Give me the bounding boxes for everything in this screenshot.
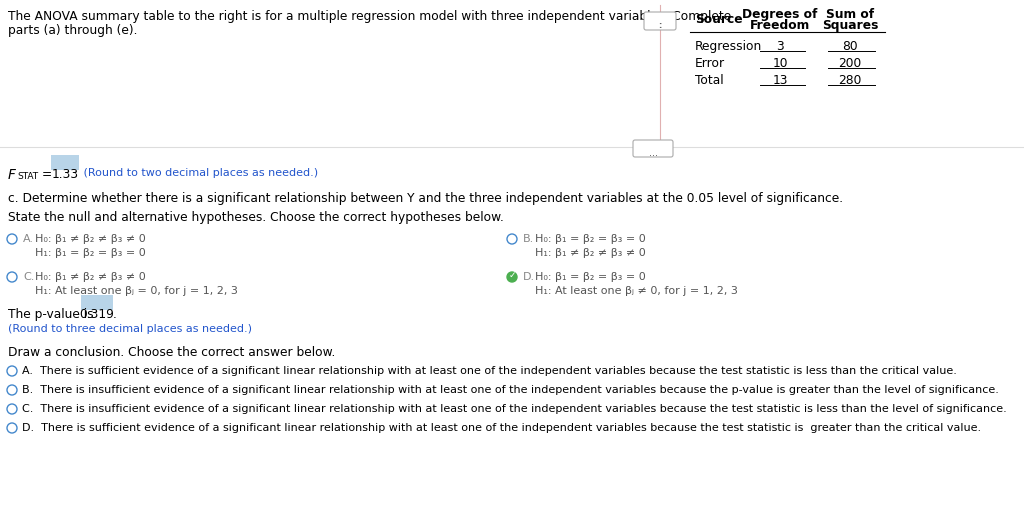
Text: The p-value is: The p-value is	[8, 308, 97, 321]
Text: H₀: β₁ ≠ β₂ ≠ β₃ ≠ 0: H₀: β₁ ≠ β₂ ≠ β₃ ≠ 0	[35, 272, 145, 282]
Text: STAT: STAT	[17, 172, 38, 181]
Text: Sum of: Sum of	[826, 8, 874, 21]
FancyBboxPatch shape	[633, 140, 673, 157]
Text: (Round to two decimal places as needed.): (Round to two decimal places as needed.)	[80, 168, 318, 178]
Text: 10: 10	[772, 57, 787, 70]
Text: H₁: At least one βⱼ ≠ 0, for j = 1, 2, 3: H₁: At least one βⱼ ≠ 0, for j = 1, 2, 3	[535, 286, 738, 296]
Text: 0.319: 0.319	[80, 308, 115, 321]
Text: D.: D.	[523, 272, 536, 282]
Text: 200: 200	[839, 57, 861, 70]
Text: Source: Source	[695, 13, 742, 26]
Text: H₁: β₁ ≠ β₂ ≠ β₃ ≠ 0: H₁: β₁ ≠ β₂ ≠ β₃ ≠ 0	[535, 248, 646, 258]
Text: ✓: ✓	[508, 270, 516, 280]
Text: H₁: At least one βⱼ = 0, for j = 1, 2, 3: H₁: At least one βⱼ = 0, for j = 1, 2, 3	[35, 286, 238, 296]
Text: Squares: Squares	[822, 19, 879, 32]
Text: F: F	[8, 168, 16, 182]
Text: 280: 280	[839, 74, 861, 87]
Text: (Round to three decimal places as needed.): (Round to three decimal places as needed…	[8, 324, 252, 334]
Text: The ANOVA summary table to the right is for a multiple regression model with thr: The ANOVA summary table to the right is …	[8, 10, 731, 23]
Text: ...: ...	[648, 148, 657, 158]
Text: Total: Total	[695, 74, 724, 87]
Text: State the null and alternative hypotheses. Choose the correct hypotheses below.: State the null and alternative hypothese…	[8, 211, 504, 224]
Text: =: =	[42, 168, 52, 181]
Text: 3: 3	[776, 40, 784, 53]
Text: C.: C.	[23, 272, 35, 282]
Text: parts (a) through (e).: parts (a) through (e).	[8, 24, 137, 37]
Text: H₁: β₁ = β₂ = β₃ = 0: H₁: β₁ = β₂ = β₃ = 0	[35, 248, 145, 258]
Circle shape	[507, 272, 517, 282]
Text: H₀: β₁ = β₂ = β₃ = 0: H₀: β₁ = β₂ = β₃ = 0	[535, 234, 646, 244]
Text: Regression: Regression	[695, 40, 762, 53]
FancyBboxPatch shape	[51, 155, 79, 170]
Text: Error: Error	[695, 57, 725, 70]
Text: H₀: β₁ = β₂ = β₃ = 0: H₀: β₁ = β₂ = β₃ = 0	[535, 272, 646, 282]
Text: 80: 80	[842, 40, 858, 53]
Text: .: .	[113, 308, 117, 321]
Text: D.  There is sufficient evidence of a significant linear relationship with at le: D. There is sufficient evidence of a sig…	[22, 423, 981, 433]
Text: B.  There is insufficient evidence of a significant linear relationship with at : B. There is insufficient evidence of a s…	[22, 385, 998, 395]
Text: Degrees of: Degrees of	[742, 8, 818, 21]
Text: 13: 13	[772, 74, 787, 87]
Text: Draw a conclusion. Choose the correct answer below.: Draw a conclusion. Choose the correct an…	[8, 346, 336, 359]
Text: A.: A.	[23, 234, 34, 244]
Text: Freedom: Freedom	[750, 19, 810, 32]
Text: B.: B.	[523, 234, 535, 244]
Text: 1.33: 1.33	[51, 168, 79, 181]
FancyBboxPatch shape	[644, 12, 676, 30]
Text: :: :	[658, 21, 662, 30]
Text: C.  There is insufficient evidence of a significant linear relationship with at : C. There is insufficient evidence of a s…	[22, 404, 1007, 414]
Text: A.  There is sufficient evidence of a significant linear relationship with at le: A. There is sufficient evidence of a sig…	[22, 366, 956, 376]
Text: H₀: β₁ ≠ β₂ ≠ β₃ ≠ 0: H₀: β₁ ≠ β₂ ≠ β₃ ≠ 0	[35, 234, 145, 244]
FancyBboxPatch shape	[81, 295, 113, 310]
Text: c. Determine whether there is a significant relationship between Y and the three: c. Determine whether there is a signific…	[8, 192, 843, 205]
